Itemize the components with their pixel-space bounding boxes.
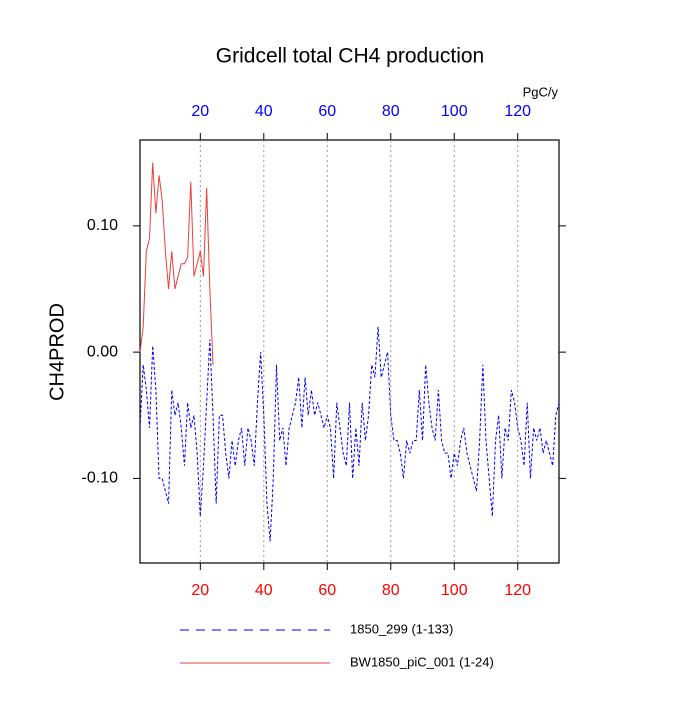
x2-tick-label: 120 (504, 103, 531, 120)
y-tick-label: -0.10 (82, 470, 119, 487)
x-tick-label: 60 (318, 582, 336, 599)
y-axis-label: CH4PROD (46, 303, 68, 401)
legend-label: BW1850_piC_001 (1-24) (350, 654, 494, 669)
chart-title: Gridcell total CH4 production (216, 45, 484, 68)
x2-tick-label: 20 (191, 103, 209, 120)
x2-tick-label: 60 (318, 103, 336, 120)
x2-tick-label: 80 (382, 103, 400, 120)
x-tick-label: 100 (441, 582, 468, 599)
series-line (139, 326, 560, 542)
series-line (139, 162, 214, 365)
x2-tick-label: 40 (255, 103, 273, 120)
x-tick-label: 20 (191, 582, 209, 599)
x-tick-label: 120 (504, 582, 531, 599)
x2-tick-label: 100 (441, 103, 468, 120)
x-tick-label: 40 (255, 582, 273, 599)
y-tick-label: 0.10 (87, 217, 118, 234)
legend-label: 1850_299 (1-133) (350, 621, 453, 636)
y-tick-label: 0.00 (87, 343, 118, 360)
x-tick-label: 80 (382, 582, 400, 599)
units-label: PgC/y (523, 84, 559, 99)
plot-frame (139, 139, 560, 564)
